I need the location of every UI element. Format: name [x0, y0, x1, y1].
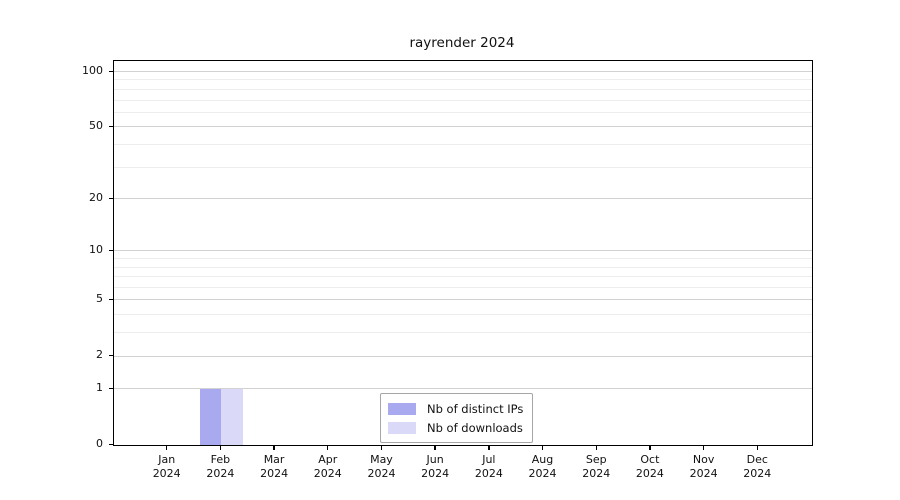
- x-tick-label-feb: Feb 2024: [206, 453, 235, 480]
- x-tick-mark-dec: [756, 445, 758, 450]
- x-tick-label-mar: Mar 2024: [260, 453, 289, 480]
- x-tick-mark-mar: [273, 445, 275, 450]
- gridline-minor-3: [114, 332, 812, 334]
- legend: Nb of distinct IPs Nb of downloads: [380, 393, 534, 443]
- y-tick-mark-50: [109, 125, 113, 128]
- x-tick-label-dec: Dec 2024: [743, 453, 772, 480]
- gridline-minor-40: [114, 143, 812, 145]
- legend-swatch-downloads: [388, 421, 416, 434]
- gridline-minor-60: [114, 111, 812, 113]
- y-tick-mark-5: [109, 298, 113, 301]
- y-tick-mark-10: [109, 249, 113, 252]
- x-tick-mark-apr: [327, 445, 329, 450]
- gridline-minor-4: [114, 314, 812, 316]
- y-tick-label-5: 5: [96, 291, 103, 305]
- chart-title: rayrender 2024: [409, 35, 515, 51]
- x-tick-label-jun: Jun 2024: [421, 453, 450, 480]
- x-tick-label-apr: Apr 2024: [313, 453, 342, 480]
- legend-item-downloads: Nb of downloads: [388, 418, 523, 437]
- gridline-minor-7: [114, 276, 812, 278]
- plot-area: Nb of distinct IPs Nb of downloads: [113, 60, 813, 446]
- legend-label-downloads: Nb of downloads: [427, 420, 523, 435]
- x-tick-mark-jul: [488, 445, 490, 450]
- y-tick-label-1: 1: [96, 380, 103, 394]
- x-tick-mark-jun: [434, 445, 436, 450]
- y-tick-label-10: 10: [89, 242, 103, 256]
- gridline-minor-9: [114, 258, 812, 260]
- gridline-minor-80: [114, 88, 812, 90]
- gridline-minor-90: [114, 79, 812, 81]
- legend-label-distinct-ips: Nb of distinct IPs: [427, 401, 524, 416]
- bar-distinct-ips-feb: [199, 388, 222, 445]
- y-tick-label-20: 20: [89, 190, 103, 204]
- legend-swatch-distinct-ips: [388, 402, 416, 415]
- x-tick-mark-jan: [166, 445, 168, 450]
- legend-item-distinct-ips: Nb of distinct IPs: [388, 399, 523, 418]
- y-tick-label-100: 100: [82, 63, 103, 77]
- gridline-minor-6: [114, 287, 812, 289]
- x-tick-mark-sep: [595, 445, 597, 450]
- gridline-minor-70: [114, 99, 812, 101]
- gridline-minor-30: [114, 166, 812, 168]
- y-tick-mark-0: [109, 444, 113, 446]
- gridline-20: [114, 198, 812, 200]
- x-tick-mark-nov: [702, 445, 705, 450]
- gridline-1: [114, 388, 812, 390]
- gridline-10: [114, 250, 812, 252]
- y-tick-mark-1: [109, 387, 113, 390]
- y-tick-mark-2: [109, 355, 113, 357]
- gridline-minor-8: [114, 266, 812, 268]
- x-tick-label-sep: Sep 2024: [582, 453, 611, 480]
- x-tick-label-jan: Jan 2024: [152, 453, 181, 480]
- x-tick-mark-aug: [541, 445, 544, 450]
- y-tick-mark-20: [109, 197, 113, 199]
- x-tick-label-jul: Jul 2024: [474, 453, 503, 480]
- gridline-100: [114, 71, 812, 72]
- x-tick-label-may: May 2024: [367, 453, 396, 480]
- y-tick-label-0: 0: [96, 437, 103, 450]
- y-tick-label-2: 2: [96, 348, 103, 362]
- gridline-5: [114, 299, 812, 301]
- x-tick-label-oct: Oct 2024: [635, 453, 664, 480]
- gridline-2: [114, 355, 812, 357]
- x-tick-label-aug: Aug 2024: [528, 453, 557, 480]
- y-tick-label-50: 50: [89, 118, 103, 132]
- bar-downloads-feb: [221, 388, 243, 445]
- x-tick-mark-oct: [649, 445, 651, 450]
- x-tick-mark-may: [380, 445, 383, 450]
- gridline-50: [114, 126, 812, 128]
- x-tick-mark-feb: [219, 445, 222, 450]
- y-tick-mark-100: [109, 70, 113, 72]
- x-tick-label-nov: Nov 2024: [689, 453, 718, 480]
